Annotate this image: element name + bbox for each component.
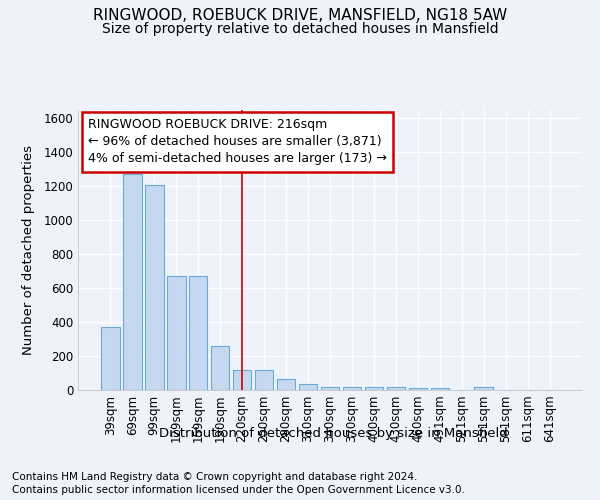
Bar — [167, 276, 185, 390]
Bar — [101, 327, 119, 390]
Text: RINGWOOD, ROEBUCK DRIVE, MANSFIELD, NG18 5AW: RINGWOOD, ROEBUCK DRIVE, MANSFIELD, NG18… — [93, 8, 507, 22]
Bar — [431, 388, 449, 390]
Bar — [365, 388, 383, 390]
Bar — [145, 184, 164, 390]
Bar — [475, 388, 493, 390]
Text: Distribution of detached houses by size in Mansfield: Distribution of detached houses by size … — [158, 428, 508, 440]
Bar — [255, 370, 274, 390]
Text: Size of property relative to detached houses in Mansfield: Size of property relative to detached ho… — [101, 22, 499, 36]
Bar — [123, 174, 142, 390]
Text: Contains HM Land Registry data © Crown copyright and database right 2024.: Contains HM Land Registry data © Crown c… — [12, 472, 418, 482]
Bar — [386, 388, 405, 390]
Bar — [299, 384, 317, 390]
Bar — [409, 388, 427, 390]
Bar — [343, 386, 361, 390]
Bar — [320, 386, 340, 390]
Bar — [277, 379, 295, 390]
Text: RINGWOOD ROEBUCK DRIVE: 216sqm
← 96% of detached houses are smaller (3,871)
4% o: RINGWOOD ROEBUCK DRIVE: 216sqm ← 96% of … — [88, 118, 387, 166]
Bar — [189, 276, 208, 390]
Bar — [211, 346, 229, 390]
Text: Contains public sector information licensed under the Open Government Licence v3: Contains public sector information licen… — [12, 485, 465, 495]
Y-axis label: Number of detached properties: Number of detached properties — [22, 145, 35, 355]
Bar — [233, 370, 251, 390]
